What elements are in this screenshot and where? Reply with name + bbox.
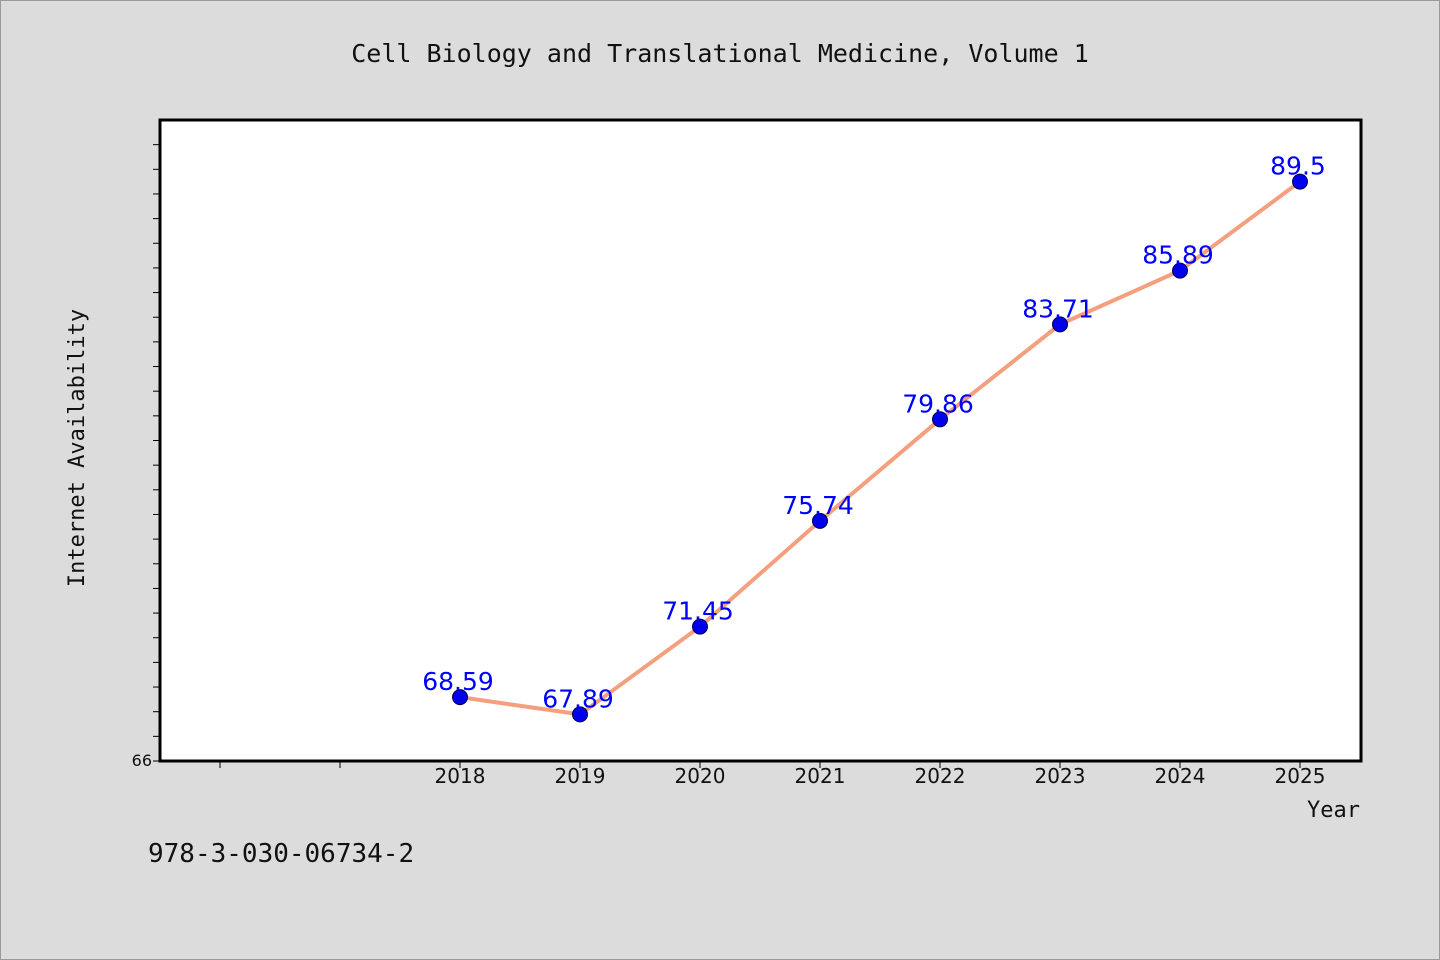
data-label: 75.74 <box>782 491 854 520</box>
data-points <box>452 173 1308 723</box>
x-tick-label: 2018 <box>435 764 486 788</box>
data-labels: 68.59 67.89 71.45 75.74 79.86 83.71 85.89 89.5 <box>422 152 1326 714</box>
x-tick-label: 2024 <box>1155 764 1206 788</box>
chart-title: Cell Biology and Translational Medicine,… <box>351 39 1089 68</box>
data-point <box>1052 316 1068 333</box>
data-label: 83.71 <box>1022 294 1094 323</box>
data-point <box>812 512 828 529</box>
data-point <box>1172 262 1188 279</box>
data-label: 67.89 <box>542 684 614 713</box>
data-point <box>932 411 948 428</box>
plot-border <box>158 118 1363 763</box>
plot-area <box>160 120 1361 761</box>
isbn-footer-text: 978-3-030-06734-2 <box>148 839 414 869</box>
x-axis-ticks: 2018 2019 2020 2021 2022 2023 2024 2025 <box>219 761 1326 788</box>
y-axis-min-label: 66 <box>132 751 152 770</box>
x-tick-label: 2025 <box>1275 764 1326 788</box>
data-label: 71.45 <box>662 597 734 626</box>
data-label: 68.59 <box>422 667 494 696</box>
data-label: 79.86 <box>902 389 974 418</box>
data-point <box>692 618 708 635</box>
data-point <box>452 689 468 706</box>
x-tick-label: 2023 <box>1035 764 1086 788</box>
data-label: 89.5 <box>1270 152 1326 181</box>
data-point <box>572 706 588 723</box>
series-line <box>458 179 1302 717</box>
x-tick-label: 2020 <box>675 764 726 788</box>
x-tick-label: 2019 <box>555 764 606 788</box>
x-tick-label: 2022 <box>915 764 966 788</box>
x-axis-title: Year <box>1307 798 1360 823</box>
x-tick-label: 2021 <box>795 764 846 788</box>
y-axis-title: Internet Availability <box>65 309 90 587</box>
data-point <box>1292 173 1308 190</box>
series-line-group <box>458 179 1302 717</box>
data-label: 85.89 <box>1142 241 1214 270</box>
